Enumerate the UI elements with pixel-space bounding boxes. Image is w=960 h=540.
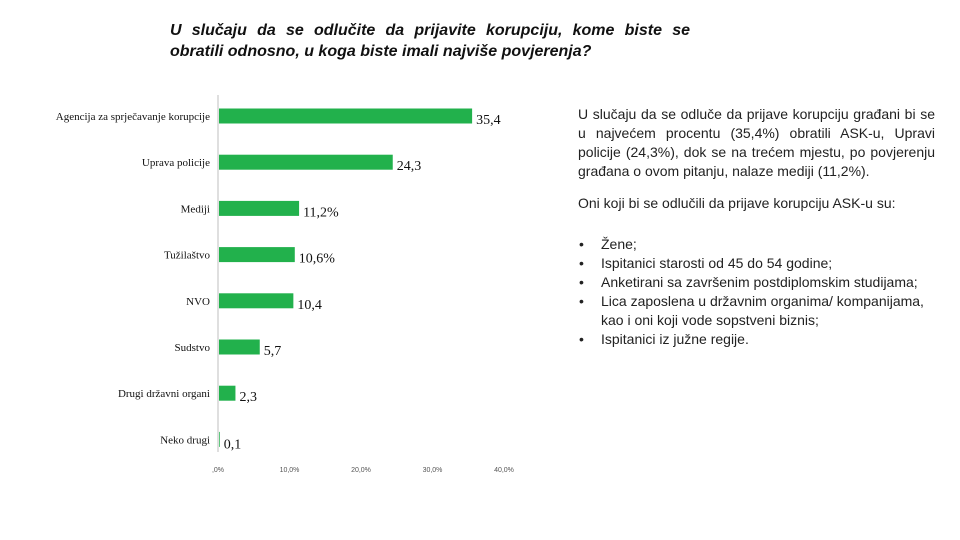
bullet-item: Lica zaposlena u državnim organima/ komp… xyxy=(578,292,935,330)
bar xyxy=(219,293,294,309)
x-tick-label: 30,0% xyxy=(423,467,443,474)
bar-chart: Agencija za sprječavanje korupcije 35,4 Up… xyxy=(56,95,514,474)
data-label: 24,3 xyxy=(397,159,422,174)
x-tick-label: 20,0% xyxy=(351,467,371,474)
bar xyxy=(219,200,300,216)
category-label: Mediji xyxy=(181,203,210,215)
category-label: NVO xyxy=(186,296,210,308)
category-label: Drugi državni organi xyxy=(118,388,210,400)
commentary-paragraph-2: Oni koji bi se odlučili da prijave korup… xyxy=(578,195,896,211)
data-label: 35,4 xyxy=(476,113,501,128)
bar xyxy=(219,385,236,401)
data-label: 0,1 xyxy=(224,437,242,452)
data-label: 10,4 xyxy=(297,298,322,313)
category-label: Uprava policije xyxy=(142,157,210,169)
commentary-panel: U slučaju da se odluče da prijave korupc… xyxy=(578,105,935,349)
x-tick-label: 40,0% xyxy=(494,467,514,474)
bullet-item: Ispitanici iz južne regije. xyxy=(578,330,935,349)
bullet-item: Anketirani sa završenim postdiplomskim s… xyxy=(578,273,935,292)
category-label: Sudstvo xyxy=(175,342,211,354)
commentary-paragraph-1: U slučaju da se odluče da prijave korupc… xyxy=(578,106,935,179)
category-label: Agencija za sprječavanje korupcije xyxy=(56,111,210,123)
bar xyxy=(219,431,220,447)
category-label: Tužilaštvo xyxy=(164,250,211,262)
chart-title: U slučaju da se odlučite da prijavite ko… xyxy=(170,22,690,60)
data-label: 11,2% xyxy=(303,205,339,220)
category-label: Neko drugi xyxy=(160,434,210,446)
data-label: 10,6% xyxy=(299,252,336,267)
bar xyxy=(219,339,260,355)
x-tick-label: ,0% xyxy=(212,467,224,474)
bar xyxy=(219,154,393,170)
bullet-item: Žene; xyxy=(578,235,935,254)
data-label: 2,3 xyxy=(239,390,257,405)
x-tick-label: 10,0% xyxy=(280,467,300,474)
bullet-list: Žene; Ispitanici starosti od 45 do 54 go… xyxy=(578,235,935,349)
data-label: 5,7 xyxy=(264,344,282,359)
bullet-item: Ispitanici starosti od 45 do 54 godine; xyxy=(578,254,935,273)
bar xyxy=(219,108,473,124)
bar xyxy=(219,247,295,263)
